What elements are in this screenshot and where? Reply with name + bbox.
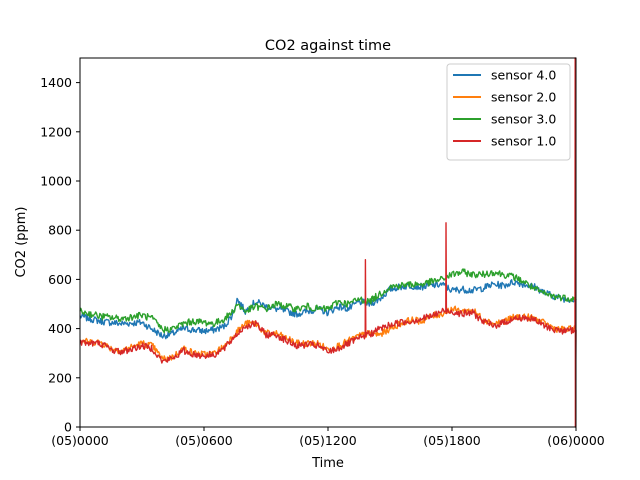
- legend: sensor 4.0 sensor 2.0 sensor 3.0 sensor 1.0: [446, 63, 571, 161]
- legend-label-sensor-1-0: sensor 1.0: [491, 134, 556, 149]
- series-line-sensor-3-0: [79, 268, 577, 334]
- y-tick-label: 800: [48, 223, 72, 238]
- x-axis-label: Time: [311, 456, 344, 471]
- x-axis: (05)0000 (05)0600 (05)1200 (05)1800 (06)0000: [51, 427, 605, 448]
- y-tick-label: 1200: [40, 124, 72, 139]
- legend-label-sensor-2-0: sensor 2.0: [491, 90, 556, 105]
- x-tick-label: (05)0000: [51, 433, 109, 448]
- x-tick-label: (05)0600: [175, 433, 233, 448]
- x-tick-label: (05)1800: [423, 433, 481, 448]
- x-tick-label: (06)0000: [547, 433, 605, 448]
- series-layer: [79, 57, 577, 428]
- y-axis-label: CO2 (ppm): [14, 206, 29, 277]
- y-tick-label: 200: [48, 370, 72, 385]
- legend-label-sensor-3-0: sensor 3.0: [491, 112, 556, 127]
- series-line-sensor-4-0: [79, 279, 577, 340]
- legend-box: [446, 63, 571, 161]
- y-axis: 0 200 400 600 800 1000 1200 1400: [40, 75, 80, 435]
- chart-title: CO2 against time: [265, 38, 391, 54]
- legend-label-sensor-4-0: sensor 4.0: [491, 68, 556, 83]
- y-tick-label: 1400: [40, 75, 72, 90]
- y-tick-label: 600: [48, 272, 72, 287]
- y-tick-label: 400: [48, 321, 72, 336]
- y-tick-label: 0: [64, 420, 72, 435]
- series-line-sensor-1-0: [79, 57, 577, 428]
- x-tick-label: (05)1200: [299, 433, 357, 448]
- y-tick-label: 1000: [40, 174, 72, 189]
